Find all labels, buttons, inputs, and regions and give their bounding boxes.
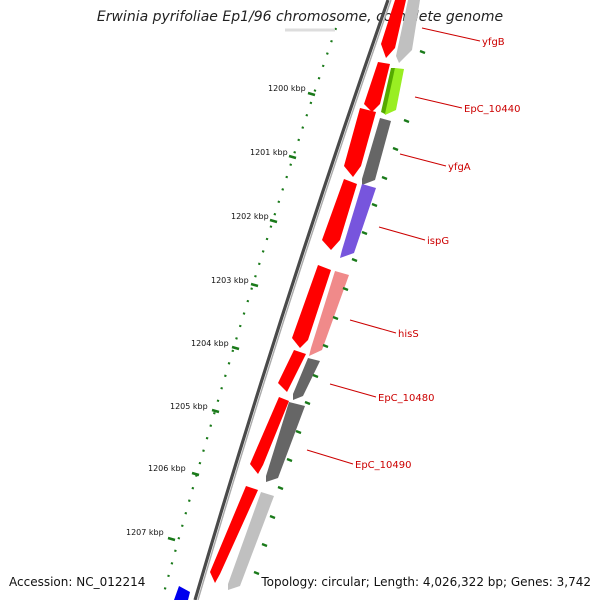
- leader-EpC_10490: [306, 449, 354, 465]
- track-tick: [322, 343, 329, 349]
- track-tick: [332, 315, 339, 321]
- gene-block-EpC_10440-dark: [381, 68, 395, 114]
- track-tick: [381, 175, 388, 181]
- label-leaders: [306, 27, 481, 465]
- kbp-label: 1203 kbp: [211, 276, 249, 285]
- gene-label-yfgB: yfgB: [482, 37, 505, 48]
- leader-yfgA: [399, 153, 447, 167]
- kbp-label: 1206 kbp: [148, 464, 186, 473]
- track-tick: [269, 514, 276, 520]
- track-tick: [419, 49, 426, 55]
- cds-arrow: [381, 0, 406, 58]
- kbp-tick: [231, 345, 240, 351]
- kbp-tick: [288, 154, 297, 160]
- gene-block-yfgA: [362, 118, 391, 185]
- leader-EpC_10440: [414, 96, 463, 109]
- cds-arrow: [322, 179, 357, 250]
- kbp-label: 1207 kbp: [126, 528, 164, 537]
- leader-ispG: [378, 226, 426, 241]
- track-tick: [403, 118, 410, 124]
- genome-summary-text: Topology: circular; Length: 4,026,322 bp…: [261, 575, 591, 589]
- gene-label-ispG: ispG: [427, 236, 449, 247]
- track-tick: [261, 542, 268, 548]
- leader-yfgB: [421, 27, 481, 42]
- leader-EpC_10480: [329, 383, 377, 398]
- genome-backbone-shadow: [197, 0, 392, 600]
- cds-arrow: [210, 486, 258, 583]
- accession-text: Accession: NC_012214: [9, 575, 146, 589]
- gene-label-hisS: hisS: [398, 329, 419, 340]
- gene-track-ticks: [253, 49, 426, 576]
- gene-label-EpC_10490: EpC_10490: [355, 460, 411, 471]
- gene-block-EpC_10440: [384, 68, 404, 115]
- kbp-tick: [250, 282, 259, 288]
- track-tick: [286, 457, 293, 463]
- leader-hisS: [349, 319, 397, 334]
- gene-block-EpC_10490: [266, 402, 305, 482]
- track-tick: [312, 373, 319, 379]
- kbp-tick: [191, 471, 200, 477]
- track-tick: [361, 230, 368, 236]
- kbp-tick: [307, 91, 316, 97]
- kbp-label: 1202 kbp: [231, 212, 269, 221]
- track-tick: [342, 286, 349, 292]
- gene-label-yfgA: yfgA: [448, 162, 471, 173]
- track-tick: [392, 146, 399, 152]
- track-tick: [371, 202, 378, 208]
- cds-arrow: [344, 108, 376, 177]
- track-tick: [253, 570, 260, 576]
- kbp-label: 1200 kbp: [268, 84, 306, 93]
- gene-block-EpC_10480: [293, 358, 320, 400]
- gene-block-light: [228, 492, 274, 590]
- track-tick: [351, 257, 358, 263]
- cds-arrow: [292, 265, 331, 348]
- gene-label-EpC_10440: EpC_10440: [464, 104, 520, 115]
- track-tick: [277, 485, 284, 491]
- gene-label-EpC_10480: EpC_10480: [378, 393, 434, 404]
- kbp-tick: [167, 536, 176, 542]
- cds-track: [210, 0, 406, 583]
- kbp-label: 1204 kbp: [191, 339, 229, 348]
- gene-block-yfgB: [396, 0, 420, 63]
- track-tick: [295, 429, 302, 435]
- kbp-label: 1205 kbp: [170, 402, 208, 411]
- kbp-tick: [269, 218, 278, 224]
- cds-arrow: [250, 397, 289, 474]
- cds-arrow: [278, 350, 306, 392]
- kbp-label: 1201 kbp: [250, 148, 288, 157]
- gene-track: [174, 0, 420, 600]
- gene-block-blue: [174, 586, 190, 600]
- kbp-tick: [211, 408, 220, 414]
- gene-block-hisS: [309, 271, 349, 356]
- cds-arrow: [364, 62, 390, 112]
- track-tick: [304, 400, 311, 406]
- kbp-ticks: [167, 91, 316, 542]
- gene-block-ispG: [340, 184, 376, 258]
- genome-backbone: [193, 0, 390, 600]
